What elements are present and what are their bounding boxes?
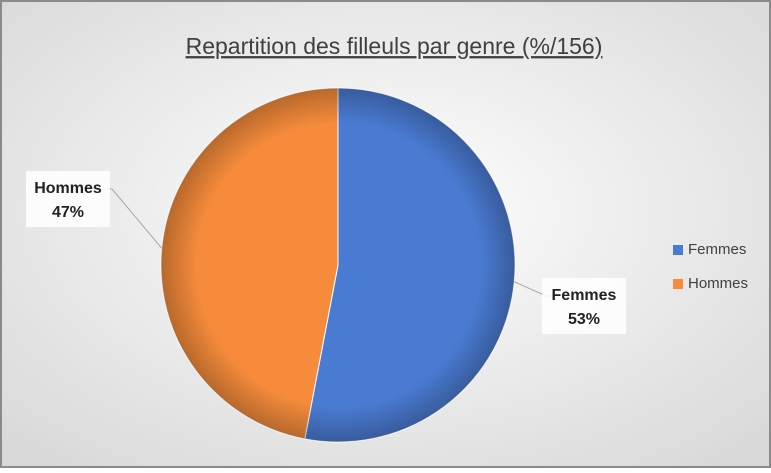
data-label-name: Hommes: [34, 180, 102, 197]
data-label-value: 47%: [52, 204, 84, 221]
data-label-value: 53%: [568, 311, 600, 328]
legend-swatch: [673, 279, 683, 289]
legend-swatch: [673, 245, 683, 255]
legend-label: Femmes: [688, 241, 746, 258]
data-label-box: [542, 278, 626, 334]
chart-title: Repartition des filleuls par genre (%/15…: [186, 33, 603, 59]
data-label-name: Femmes: [552, 287, 617, 304]
legend-label: Hommes: [688, 275, 748, 292]
data-label-box: [26, 171, 110, 227]
